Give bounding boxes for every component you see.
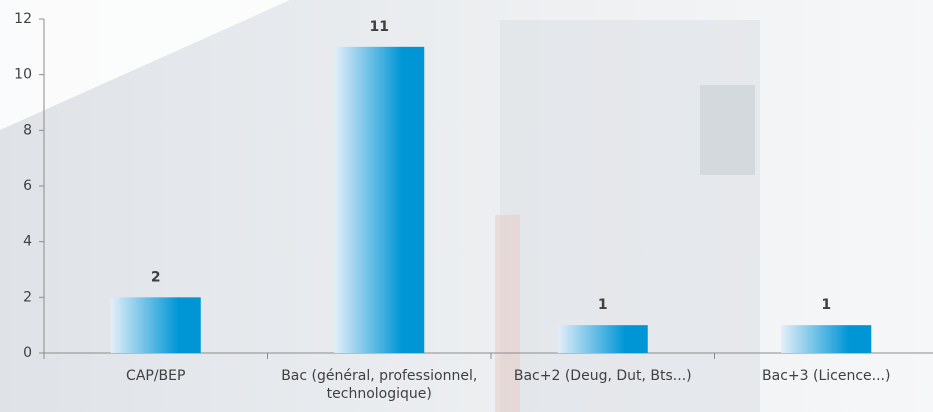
chart: 02468101221111 CAP/BEPBac (général, prof… (0, 0, 933, 412)
data-label: 1 (598, 297, 608, 313)
y-tick-label: 8 (23, 122, 32, 138)
bar (558, 325, 648, 353)
x-tick-label: Bac+2 (Deug, Dut, Bts...) (491, 367, 715, 385)
chart-svg: 02468101221111 (0, 0, 933, 412)
bar (334, 47, 424, 353)
y-tick-label: 2 (23, 289, 32, 305)
y-tick-label: 10 (14, 67, 32, 83)
data-label: 11 (370, 19, 389, 35)
y-tick-label: 4 (23, 234, 32, 250)
bar (781, 325, 871, 353)
x-tick-label: CAP/BEP (44, 367, 268, 385)
y-tick-label: 0 (23, 345, 32, 361)
y-tick-label: 12 (14, 11, 32, 27)
bar (111, 297, 201, 353)
y-tick-label: 6 (23, 178, 32, 194)
x-tick-label: Bac+3 (Licence...) (714, 367, 933, 385)
x-tick-label: Bac (général, professionnel, technologiq… (267, 367, 491, 403)
background-window (700, 85, 755, 175)
data-label: 2 (151, 269, 161, 285)
data-label: 1 (821, 297, 831, 313)
